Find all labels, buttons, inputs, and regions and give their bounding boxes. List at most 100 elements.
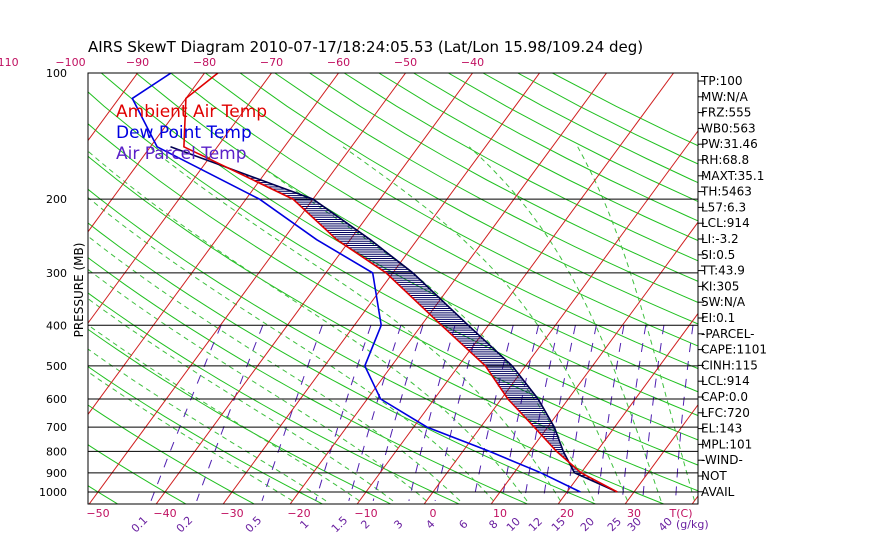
mixing-ratio-line xyxy=(621,325,647,501)
mixing-ratio-label: 1.5 xyxy=(329,514,351,536)
top-temp-tick-label: −110 xyxy=(0,56,19,69)
mixing-ratio-line xyxy=(348,325,402,502)
dry-adiabat-line xyxy=(88,404,256,504)
mixing-ratio-label: 0.2 xyxy=(174,514,196,536)
top-temp-tick-label: −60 xyxy=(327,56,350,69)
mixing-ratio-line xyxy=(597,325,625,501)
top-temp-tick-label: −90 xyxy=(126,56,149,69)
bottom-temp-tick-label: −40 xyxy=(153,507,176,520)
dry-adiabat-line xyxy=(88,328,392,504)
bottom-temp-tick-label: −20 xyxy=(287,507,310,520)
mixing-ratio-line xyxy=(261,325,323,502)
moist-adiabat-line xyxy=(88,235,461,502)
dry-adiabat-line xyxy=(239,73,698,325)
mixing-ratio-line xyxy=(523,325,560,501)
pressure-tick-label: 400 xyxy=(46,319,67,332)
dry-adiabat-line xyxy=(273,73,698,303)
index-item: NOT xyxy=(701,469,727,483)
dry-adiabat-line xyxy=(343,73,698,262)
legend-entry: Ambient Air Temp xyxy=(116,102,267,122)
mixing-ratio-line xyxy=(542,325,576,501)
dew-point-curve xyxy=(131,73,581,493)
top-temp-tick-label: −40 xyxy=(461,56,484,69)
y-axis-label: PRESSURE (MB) xyxy=(72,243,86,338)
pressure-tick-label: 900 xyxy=(46,467,67,480)
axis-layer: 1002003004005006007008009001000−120−110−… xyxy=(0,56,709,535)
index-item: L57:6.3 xyxy=(701,200,746,214)
moist-adiabat-line xyxy=(468,146,662,502)
legend-entry: Dew Point Temp xyxy=(116,123,252,143)
mixing-ratio-label: 3 xyxy=(391,517,405,531)
bottom-temp-tick-label: −30 xyxy=(220,507,243,520)
bottom-temp-tick-label: 10 xyxy=(493,507,507,520)
dry-adiabat-line xyxy=(88,366,324,504)
isotherm-line xyxy=(0,32,33,509)
isotherm-line xyxy=(624,403,698,504)
index-item: RH:68.8 xyxy=(701,153,749,167)
moist-adiabat-line xyxy=(88,371,293,502)
index-item: KI:305 xyxy=(701,279,739,293)
bottom-temp-tick-label: 30 xyxy=(627,507,641,520)
dry-adiabat-line xyxy=(482,73,698,184)
pressure-tick-label: 300 xyxy=(46,267,67,280)
isotherm-line xyxy=(356,73,675,504)
pressure-tick-label: 1000 xyxy=(39,486,67,499)
dry-adiabat-line xyxy=(88,91,698,441)
dry-adiabat-line xyxy=(88,292,461,504)
isotherm-line xyxy=(88,73,273,324)
dry-adiabat-line xyxy=(88,444,187,504)
mixing-ratio-line xyxy=(408,325,456,502)
mixing-ratio-line xyxy=(501,325,539,501)
index-item: LI:-3.2 xyxy=(701,232,739,246)
temp-unit-label: T(C) xyxy=(669,507,693,520)
mixing-ratio-label: 12 xyxy=(526,515,545,534)
index-item: LCL:914 xyxy=(701,374,750,388)
ambient-temp-curve xyxy=(183,73,618,493)
parcel-temp-curve xyxy=(170,146,618,493)
pressure-tick-label: 800 xyxy=(46,445,67,458)
dry-adiabat-line xyxy=(308,73,698,282)
index-item: CINH:115 xyxy=(701,358,758,372)
dry-adiabat-line xyxy=(88,222,597,504)
mixing-ratio-line xyxy=(150,325,222,502)
index-item: LFC:720 xyxy=(701,406,750,420)
dry-adiabat-line xyxy=(377,73,698,242)
index-item: FRZ:555 xyxy=(701,106,751,120)
index-item: MPL:101 xyxy=(701,437,752,451)
mixing-ratio-label: 25 xyxy=(605,515,624,534)
index-item: EL:143 xyxy=(701,422,742,436)
index-item: WB0:563 xyxy=(701,121,756,135)
mixing-ratio-label: 0.5 xyxy=(243,514,265,536)
isotherm-line xyxy=(88,73,206,233)
bottom-temp-tick-label: −50 xyxy=(86,507,109,520)
dry-adiabat-line xyxy=(204,73,698,347)
mixing-ratio-line xyxy=(675,325,694,501)
index-item: -WIND- xyxy=(701,453,743,467)
bottom-temp-tick-label: 0 xyxy=(430,507,437,520)
top-temp-tick-label: −80 xyxy=(193,56,216,69)
curve-layer xyxy=(131,73,618,493)
pressure-tick-label: 700 xyxy=(46,421,67,434)
isotherm-line xyxy=(557,312,698,504)
isotherm-line xyxy=(289,73,608,504)
mixing-ratio-line xyxy=(434,325,480,502)
mixing-ratio-line xyxy=(642,325,665,501)
isotherm-line xyxy=(88,73,407,504)
moist-adiabat-line xyxy=(342,146,628,502)
dry-adiabat-line xyxy=(88,257,529,504)
pressure-tick-label: 100 xyxy=(46,67,67,80)
pressure-tick-label: 600 xyxy=(46,393,67,406)
dry-adiabat-line xyxy=(88,155,698,492)
mixing-ratio-line xyxy=(566,325,597,501)
index-item: TP:100 xyxy=(700,74,743,88)
index-item: SI:0.5 xyxy=(701,248,735,262)
dry-adiabat-line xyxy=(447,73,698,203)
dry-adiabat-line xyxy=(516,73,698,165)
dry-adiabat-line xyxy=(0,32,53,506)
isotherm-line xyxy=(222,73,541,504)
bottom-temp-tick-label: −10 xyxy=(354,507,377,520)
isotherm-line xyxy=(88,73,139,142)
